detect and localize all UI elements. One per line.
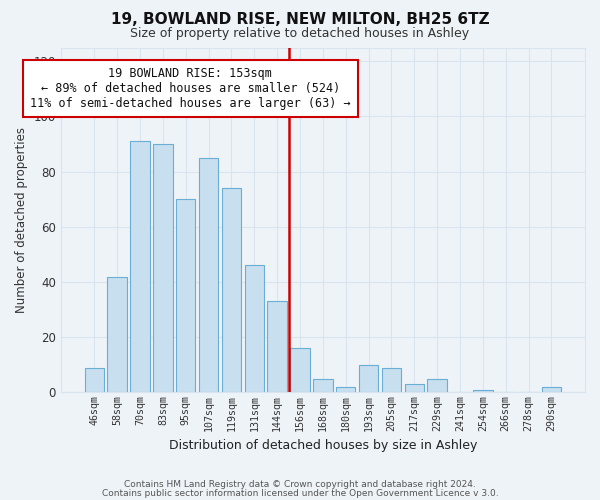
Bar [153, 144, 173, 392]
Bar [404, 384, 424, 392]
Bar [222, 188, 241, 392]
Y-axis label: Number of detached properties: Number of detached properties [15, 127, 28, 313]
Bar [176, 200, 196, 392]
Bar [245, 266, 264, 392]
Bar [473, 390, 493, 392]
Bar [336, 387, 355, 392]
Text: Contains HM Land Registry data © Crown copyright and database right 2024.: Contains HM Land Registry data © Crown c… [124, 480, 476, 489]
Bar [130, 142, 150, 392]
Bar [199, 158, 218, 392]
Bar [427, 378, 447, 392]
Bar [382, 368, 401, 392]
Bar [542, 387, 561, 392]
Bar [290, 348, 310, 393]
Text: 19 BOWLAND RISE: 153sqm
← 89% of detached houses are smaller (524)
11% of semi-d: 19 BOWLAND RISE: 153sqm ← 89% of detache… [30, 67, 350, 110]
Bar [313, 378, 332, 392]
Bar [85, 368, 104, 392]
Text: 19, BOWLAND RISE, NEW MILTON, BH25 6TZ: 19, BOWLAND RISE, NEW MILTON, BH25 6TZ [110, 12, 490, 28]
Text: Contains public sector information licensed under the Open Government Licence v : Contains public sector information licen… [101, 488, 499, 498]
Text: Size of property relative to detached houses in Ashley: Size of property relative to detached ho… [130, 28, 470, 40]
X-axis label: Distribution of detached houses by size in Ashley: Distribution of detached houses by size … [169, 440, 477, 452]
Bar [359, 365, 379, 392]
Bar [268, 302, 287, 392]
Bar [107, 276, 127, 392]
